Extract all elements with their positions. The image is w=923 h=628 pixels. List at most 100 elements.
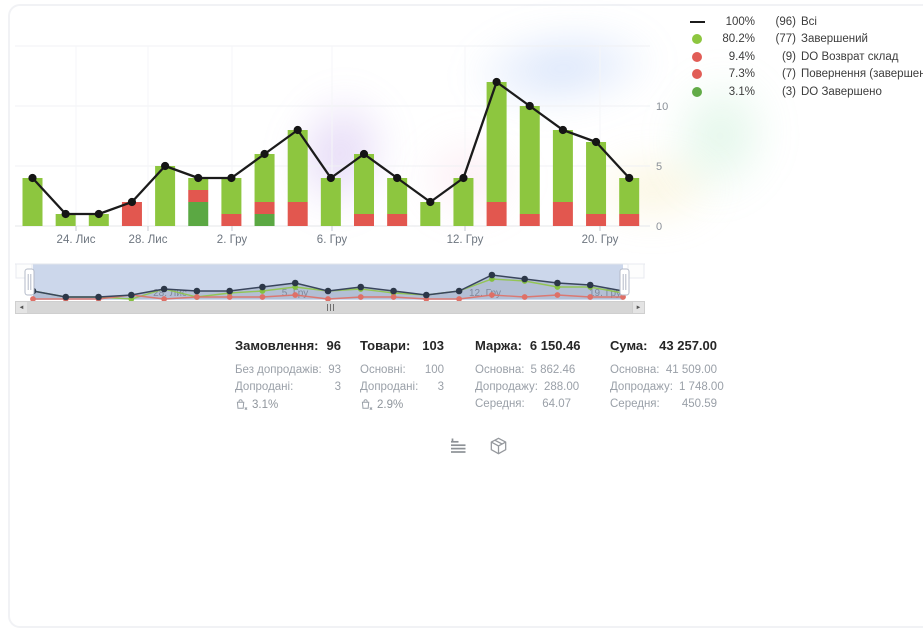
line-point[interactable] (492, 77, 501, 87)
bar-segment[interactable] (221, 214, 242, 226)
stat-row-value: 93 (328, 364, 341, 376)
line-point[interactable] (260, 149, 269, 159)
bar-segment[interactable] (188, 178, 209, 190)
legend-item[interactable]: 80.2% (77) Завершений (688, 31, 920, 49)
bar-segment[interactable] (420, 202, 441, 226)
orders-chart[interactable]: 24. Лис 28. Лис 2. Гру 6. Гру 12. Гру 20. Гру… (0, 0, 923, 252)
bar-segment[interactable] (354, 214, 374, 226)
stat-column: Сума: 43 257.00 Основна: 41 509.00 Допродажу… (610, 338, 724, 413)
line-point[interactable] (61, 209, 70, 219)
bar-segment[interactable] (55, 214, 76, 226)
line-point[interactable] (94, 209, 103, 219)
line-point[interactable] (194, 173, 203, 183)
bar-segment[interactable] (188, 202, 209, 226)
line-point[interactable] (127, 197, 137, 207)
scrollbar-right-arrow-icon[interactable]: ► (632, 302, 644, 313)
stat-row-label: Основна: (475, 364, 525, 376)
stat-row: Допродажу: 1 748.00 (610, 379, 724, 396)
line-point[interactable] (161, 161, 170, 171)
bar-segment[interactable] (486, 202, 507, 226)
navigator-total-point (455, 287, 463, 295)
line-point[interactable] (459, 173, 468, 183)
bar-segment[interactable] (254, 202, 275, 214)
line-point[interactable] (426, 197, 435, 207)
legend-count: (7) (781, 68, 796, 81)
stat-row-value: 100 (424, 364, 444, 376)
x-tick-label: 6. Гру (317, 234, 348, 246)
upsell-rate: 2.9% (360, 398, 444, 411)
navigator-total-point (521, 275, 528, 283)
bar-segment[interactable] (287, 130, 308, 202)
line-point[interactable] (28, 173, 37, 183)
legend-item[interactable]: 100% (96) Всі (688, 13, 920, 31)
bar-segment[interactable] (287, 202, 308, 226)
line-point[interactable] (293, 125, 302, 135)
stat-row: Допродажу: 288.00 (475, 379, 579, 396)
bar-segment[interactable] (354, 154, 374, 214)
stat-column: Маржа: 6 150.46 Основна: 5 862.46 Допродажу:… (475, 338, 581, 413)
bar-segment[interactable] (254, 214, 275, 226)
stat-title-value: 96 (326, 338, 341, 353)
upsell-rate: 3.1% (235, 398, 341, 411)
bar-segment[interactable] (387, 178, 408, 214)
line-point[interactable] (326, 173, 335, 183)
bar-segment[interactable] (586, 142, 607, 214)
chart-scrollbar[interactable]: ◄ ► (15, 301, 645, 314)
bar-segment[interactable] (552, 202, 573, 226)
bar-segment[interactable] (221, 178, 242, 214)
bar-segment[interactable] (519, 106, 540, 214)
line-point[interactable] (525, 101, 534, 111)
line-point[interactable] (558, 125, 568, 135)
legend-percent: 3.1% (728, 85, 755, 98)
bar-segment[interactable] (387, 214, 408, 226)
bar-segment[interactable] (586, 214, 607, 226)
bar-segment[interactable] (453, 178, 474, 226)
basket-x-icon (361, 399, 373, 411)
bar-segment[interactable] (22, 178, 43, 226)
navigator-left-handle[interactable] (24, 268, 35, 296)
stat-row: Без допродажів: 93 (235, 362, 341, 379)
bar-segment[interactable] (121, 202, 142, 226)
x-tick-label: 12. Гру (447, 234, 484, 246)
navigator-red-point (193, 294, 200, 300)
line-point[interactable] (625, 173, 634, 183)
bar-segment[interactable] (188, 190, 209, 202)
legend-item[interactable]: 7.3% (7) Повернення (завершений) (688, 66, 923, 84)
navigator-red-point (587, 294, 594, 300)
stat-row: Середня: 64.07 (475, 396, 571, 413)
line-point[interactable] (591, 137, 601, 147)
scrollbar-thumb[interactable] (27, 302, 633, 313)
legend-item[interactable]: 9.4% (9) DO Возврат склад (688, 48, 920, 66)
navigator-right-handle[interactable] (619, 268, 630, 296)
line-point[interactable] (359, 149, 369, 159)
line-point[interactable] (393, 173, 402, 183)
summary-list-icon[interactable] (449, 437, 468, 454)
upsell-rate-value: 2.9% (377, 398, 404, 411)
bar-segment[interactable] (155, 166, 176, 226)
stat-row-label: Основні: (360, 364, 406, 376)
line-point[interactable] (227, 173, 236, 183)
bar-segment[interactable] (619, 178, 640, 214)
bar-segment[interactable] (619, 214, 640, 226)
navigator-total-point (95, 293, 102, 301)
navigator-red-point (357, 294, 364, 300)
stat-row-label: Допродажу: (610, 381, 673, 393)
bar-segment[interactable] (486, 82, 507, 202)
stat-row-label: Основна: (610, 364, 660, 376)
legend-item[interactable]: 3.1% (3) DO Завершено (688, 83, 920, 101)
y-tick-label: 0 (656, 221, 662, 233)
legend-percent: 80.2% (722, 33, 755, 46)
package-icon[interactable] (489, 437, 508, 455)
bar-segment[interactable] (88, 214, 109, 226)
bar-segment[interactable] (254, 154, 275, 202)
y-tick-label: 10 (656, 101, 668, 113)
stat-row-label: Допродажу: (475, 381, 538, 393)
y-tick-label: 5 (656, 161, 662, 173)
navigator-red-point (456, 296, 463, 301)
bar-segment[interactable] (552, 130, 573, 202)
footer-toolbar (449, 437, 508, 455)
bar-segment[interactable] (320, 178, 341, 226)
bar-segment[interactable] (519, 214, 540, 226)
navigator-date-label: 19. Гру (589, 288, 621, 299)
